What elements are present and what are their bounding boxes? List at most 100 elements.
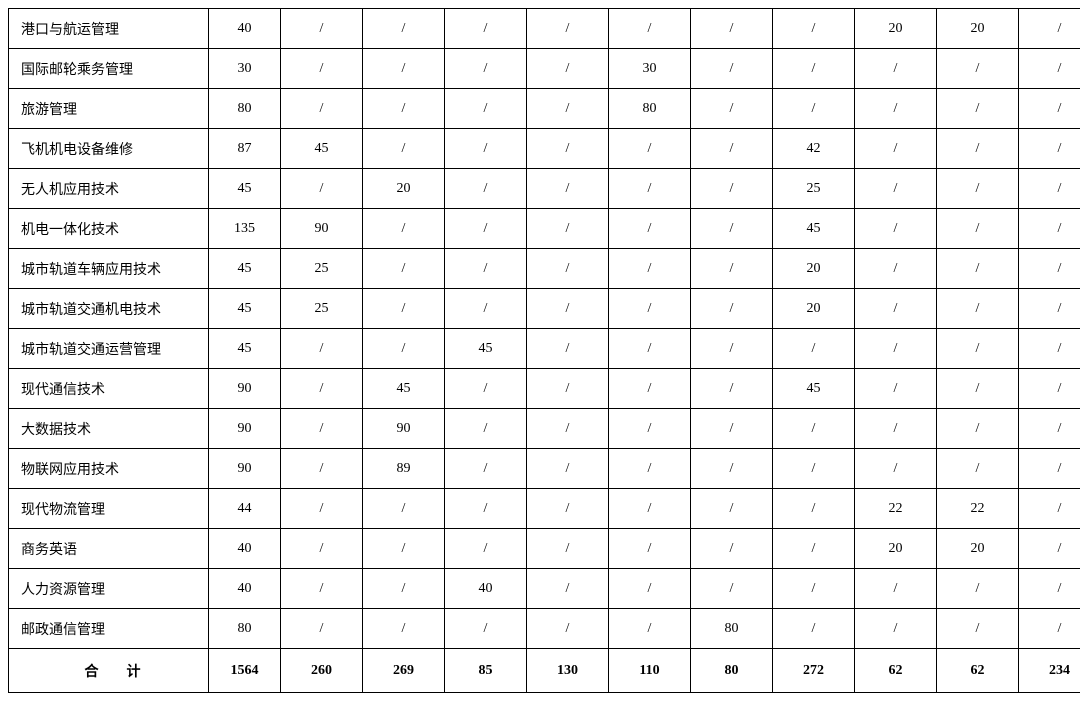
- cell: 80: [209, 609, 281, 649]
- cell: /: [609, 329, 691, 369]
- cell: /: [773, 529, 855, 569]
- cell: /: [281, 529, 363, 569]
- table-row: 城市轨道交通运营管理45//45///////: [9, 329, 1080, 369]
- cell: /: [363, 129, 445, 169]
- table-row: 机电一体化技术13590/////45///: [9, 209, 1080, 249]
- cell: /: [773, 489, 855, 529]
- cell: /: [1019, 489, 1080, 529]
- cell: /: [527, 169, 609, 209]
- row-name: 城市轨道车辆应用技术: [9, 249, 209, 289]
- table-row: 邮政通信管理80/////80////: [9, 609, 1080, 649]
- cell: /: [1019, 9, 1080, 49]
- cell: /: [527, 249, 609, 289]
- cell: /: [445, 609, 527, 649]
- majors-table: 港口与航运管理40///////2020/国际邮轮乘务管理30////30///…: [8, 8, 1080, 693]
- row-name: 大数据技术: [9, 409, 209, 449]
- cell: /: [773, 409, 855, 449]
- total-label: 合 计: [9, 649, 209, 693]
- table-row: 港口与航运管理40///////2020/: [9, 9, 1080, 49]
- cell: /: [527, 409, 609, 449]
- cell: 42: [773, 129, 855, 169]
- cell: /: [445, 409, 527, 449]
- cell: /: [937, 129, 1019, 169]
- cell: /: [1019, 289, 1080, 329]
- cell: 89: [363, 449, 445, 489]
- cell: 80: [209, 89, 281, 129]
- row-name: 物联网应用技术: [9, 449, 209, 489]
- cell: 20: [937, 9, 1019, 49]
- total-cell: 272: [773, 649, 855, 693]
- cell: /: [281, 369, 363, 409]
- row-name: 城市轨道交通机电技术: [9, 289, 209, 329]
- table-row: 现代物流管理44///////2222/: [9, 489, 1080, 529]
- total-cell: 62: [937, 649, 1019, 693]
- cell: 20: [937, 529, 1019, 569]
- cell: /: [1019, 609, 1080, 649]
- total-cell: 62: [855, 649, 937, 693]
- cell: /: [937, 49, 1019, 89]
- cell: /: [855, 569, 937, 609]
- cell: /: [609, 129, 691, 169]
- cell: /: [609, 409, 691, 449]
- cell: /: [855, 449, 937, 489]
- cell: /: [609, 289, 691, 329]
- cell: /: [445, 249, 527, 289]
- cell: /: [855, 89, 937, 129]
- cell: 45: [209, 289, 281, 329]
- cell: /: [937, 89, 1019, 129]
- cell: /: [363, 329, 445, 369]
- cell: /: [855, 289, 937, 329]
- table-row: 飞机机电设备维修8745/////42///: [9, 129, 1080, 169]
- cell: /: [773, 329, 855, 369]
- cell: /: [691, 129, 773, 169]
- cell: /: [937, 609, 1019, 649]
- cell: /: [855, 409, 937, 449]
- cell: /: [281, 409, 363, 449]
- table-row: 物联网应用技术90/89////////: [9, 449, 1080, 489]
- cell: 135: [209, 209, 281, 249]
- table-row: 城市轨道交通机电技术4525/////20///: [9, 289, 1080, 329]
- cell: 22: [855, 489, 937, 529]
- cell: /: [937, 209, 1019, 249]
- cell: /: [691, 9, 773, 49]
- cell: 40: [209, 569, 281, 609]
- cell: /: [691, 489, 773, 529]
- total-cell: 1564: [209, 649, 281, 693]
- table-row: 国际邮轮乘务管理30////30/////: [9, 49, 1080, 89]
- cell: /: [609, 529, 691, 569]
- cell: 45: [209, 249, 281, 289]
- cell: /: [445, 129, 527, 169]
- cell: 80: [609, 89, 691, 129]
- cell: /: [527, 289, 609, 329]
- total-cell: 85: [445, 649, 527, 693]
- cell: /: [609, 609, 691, 649]
- cell: /: [1019, 49, 1080, 89]
- cell: /: [937, 409, 1019, 449]
- cell: /: [609, 9, 691, 49]
- cell: /: [1019, 89, 1080, 129]
- cell: /: [527, 209, 609, 249]
- cell: 45: [773, 209, 855, 249]
- cell: 90: [281, 209, 363, 249]
- cell: /: [1019, 249, 1080, 289]
- row-name: 现代物流管理: [9, 489, 209, 529]
- cell: /: [281, 49, 363, 89]
- cell: /: [281, 9, 363, 49]
- cell: /: [1019, 369, 1080, 409]
- cell: /: [1019, 449, 1080, 489]
- cell: /: [773, 569, 855, 609]
- cell: /: [855, 369, 937, 409]
- cell: /: [773, 609, 855, 649]
- cell: /: [1019, 169, 1080, 209]
- cell: /: [445, 89, 527, 129]
- cell: /: [445, 369, 527, 409]
- cell: /: [691, 409, 773, 449]
- cell: 45: [281, 129, 363, 169]
- cell: /: [691, 249, 773, 289]
- cell: /: [363, 49, 445, 89]
- row-name: 港口与航运管理: [9, 9, 209, 49]
- row-name: 国际邮轮乘务管理: [9, 49, 209, 89]
- cell: /: [609, 169, 691, 209]
- cell: 25: [281, 289, 363, 329]
- cell: /: [937, 169, 1019, 209]
